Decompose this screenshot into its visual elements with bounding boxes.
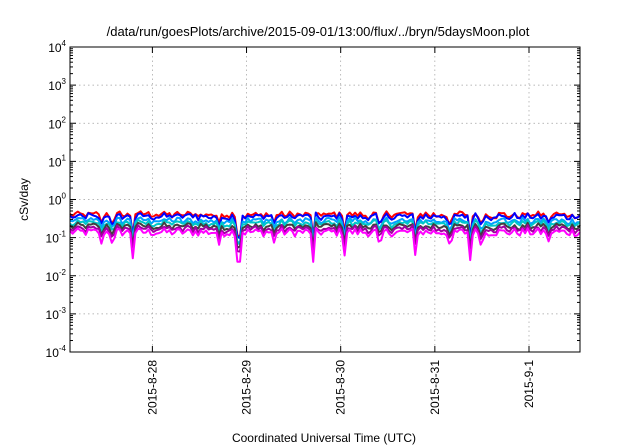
- y-tick-base: 10: [48, 41, 62, 55]
- series-line: [69, 218, 581, 246]
- y-tick-base: 10: [46, 270, 60, 284]
- y-tick-exponent: -3: [59, 306, 67, 315]
- x-tick-label: 2015-8-28: [145, 360, 159, 415]
- chart-title: /data/run/goesPlots/archive/2015-09-01/1…: [107, 24, 530, 39]
- y-tick-label: 10-3: [46, 306, 67, 322]
- y-tick-label: 10-1: [46, 230, 67, 246]
- x-tick-label: 2015-8-29: [240, 360, 254, 415]
- x-tick-label: 2015-8-30: [334, 360, 348, 415]
- ticks: [70, 46, 580, 353]
- series-line: [69, 216, 580, 244]
- series-line: [69, 221, 581, 249]
- y-axis-label: cSv/day: [17, 178, 31, 221]
- y-tick-base: 10: [46, 232, 60, 246]
- x-tick-labels: 2015-8-28 2015-8-29 2015-8-30 2015-8-31 2015…: [145, 360, 536, 415]
- y-tick-exponent: 4: [62, 39, 67, 48]
- y-tick-base: 10: [46, 346, 60, 360]
- y-tick-label: 103: [48, 77, 66, 93]
- series-lines: [69, 210, 581, 263]
- y-tick-label: 102: [48, 115, 66, 131]
- x-tick-label: 2015-8-31: [428, 360, 442, 415]
- y-tick-label: 100: [48, 192, 66, 208]
- series-line: [69, 224, 581, 253]
- y-tick-exponent: 3: [62, 77, 67, 86]
- grid: [70, 47, 580, 352]
- y-tick-exponent: 0: [62, 192, 67, 201]
- y-tick-exponent: -1: [59, 230, 67, 239]
- y-tick-base: 10: [48, 79, 62, 93]
- y-tick-label: 10-4: [46, 344, 67, 360]
- y-tick-base: 10: [46, 308, 60, 322]
- x-tick-label: 2015-9-1: [522, 360, 536, 408]
- series-line: [69, 211, 581, 241]
- y-tick-exponent: 1: [62, 153, 67, 162]
- y-tick-base: 10: [48, 117, 62, 131]
- y-tick-exponent: 2: [62, 115, 67, 124]
- x-axis-label: Coordinated Universal Time (UTC): [232, 431, 416, 445]
- y-tick-exponent: -2: [59, 268, 67, 277]
- y-tick-label: 104: [48, 39, 66, 55]
- y-tick-label: 10-2: [46, 268, 67, 284]
- series-line: [69, 227, 581, 263]
- y-tick-exponent: -4: [59, 344, 67, 353]
- y-tick-base: 10: [48, 194, 62, 208]
- y-tick-base: 10: [48, 155, 62, 169]
- y-tick-label: 101: [48, 153, 66, 169]
